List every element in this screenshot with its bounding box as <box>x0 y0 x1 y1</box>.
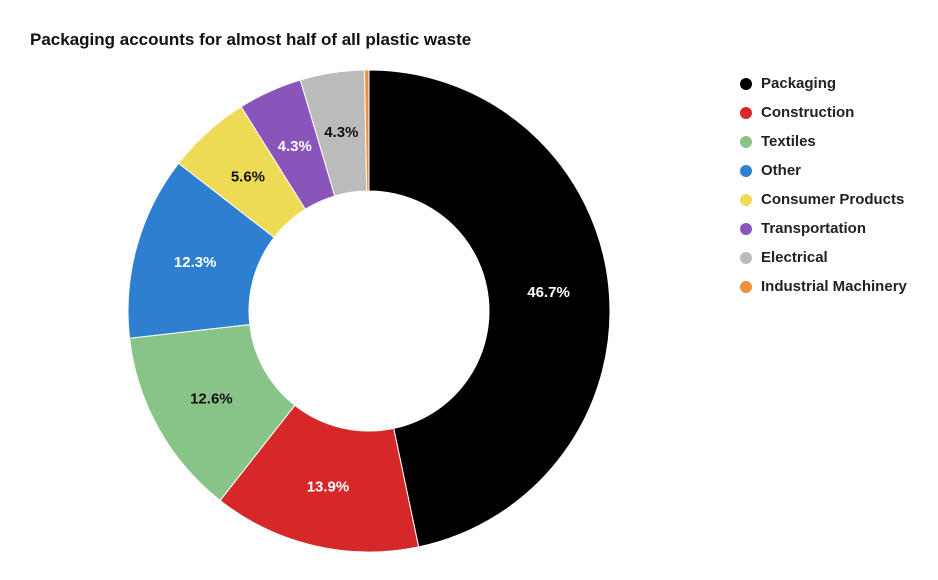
legend-swatch <box>740 193 752 206</box>
legend-item-industrial-machinery: Industrial Machinery <box>740 272 907 301</box>
legend-swatch <box>740 280 752 293</box>
legend-label: Textiles <box>761 133 816 150</box>
legend-item-construction: Construction <box>740 98 907 127</box>
legend-label: Electrical <box>761 249 828 266</box>
legend-swatch <box>740 164 752 177</box>
legend-label: Transportation <box>761 220 867 237</box>
legend-swatch <box>740 135 752 148</box>
slice-label-construction: 13.9% <box>307 478 350 495</box>
slice-packaging <box>368 69 611 548</box>
legend-label: Consumer Products <box>761 191 905 208</box>
legend-swatch <box>740 106 752 119</box>
legend-item-textiles: Textiles <box>740 127 907 156</box>
legend-item-packaging: Packaging <box>740 69 907 98</box>
slice-label-consumer-products: 5.6% <box>231 169 265 186</box>
legend-item-transportation: Transportation <box>740 214 907 243</box>
legend-item-other: Other <box>740 156 907 185</box>
legend-swatch <box>740 222 752 235</box>
slice-label-electrical: 4.3% <box>324 124 358 141</box>
legend-item-consumer-products: Consumer Products <box>740 185 907 214</box>
legend: Packaging Construction Textiles Other Consum… <box>740 69 907 301</box>
legend-item-electrical: Electrical <box>740 243 907 272</box>
slice-label-textiles: 12.6% <box>190 390 233 407</box>
slice-label-other: 12.3% <box>174 254 217 271</box>
slice-label-transportation: 4.3% <box>278 138 312 155</box>
legend-swatch <box>740 77 752 90</box>
slice-construction <box>219 404 420 553</box>
legend-label: Construction <box>761 104 855 121</box>
legend-label: Packaging <box>761 75 837 92</box>
legend-swatch <box>740 251 752 264</box>
slice-industrial-machinery <box>363 69 370 192</box>
legend-label: Other <box>761 162 802 179</box>
chart-title: Packaging accounts for almost half of al… <box>30 30 472 49</box>
legend-label: Industrial Machinery <box>761 278 907 295</box>
slice-label-packaging: 46.7% <box>527 284 570 301</box>
